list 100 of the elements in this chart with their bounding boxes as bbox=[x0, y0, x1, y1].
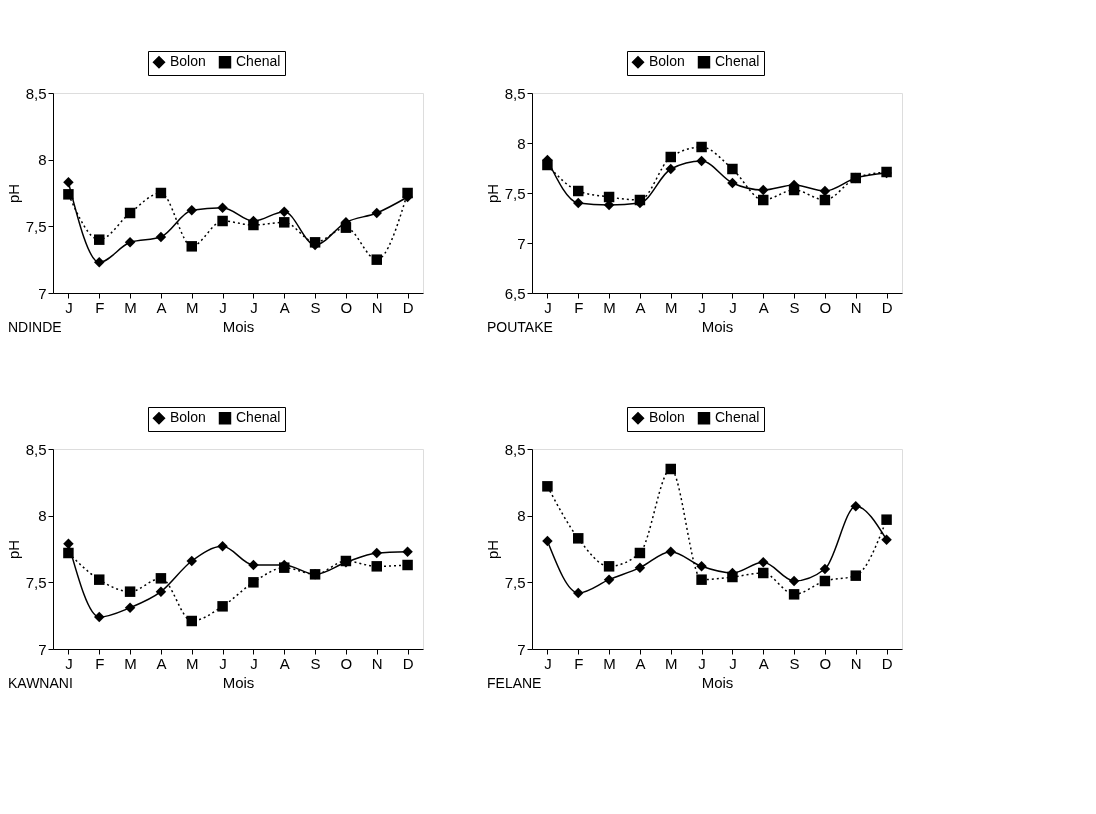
x-tick-label: J bbox=[219, 654, 227, 672]
point bbox=[788, 184, 800, 196]
x-tick-label: F bbox=[95, 298, 105, 316]
y-axis-title: pH bbox=[483, 539, 501, 560]
legend-label: Bolon bbox=[170, 409, 206, 426]
point bbox=[371, 561, 382, 572]
text: KAWNANI bbox=[8, 675, 73, 691]
point bbox=[124, 586, 136, 597]
x-tick-label: M bbox=[665, 654, 678, 672]
point bbox=[371, 207, 382, 219]
point bbox=[727, 163, 738, 175]
y-tick-label: 8,5 bbox=[25, 84, 47, 102]
y-tick-label: 8 bbox=[38, 151, 47, 169]
point bbox=[279, 206, 290, 217]
x-tick-label: N bbox=[850, 298, 862, 316]
y-tick-label: 7,5 bbox=[504, 573, 526, 591]
point bbox=[665, 163, 676, 175]
x-tick-label: N bbox=[371, 654, 383, 672]
x-tick-label: A bbox=[758, 654, 769, 672]
point bbox=[758, 557, 769, 568]
point bbox=[94, 611, 105, 623]
x-tick-label: O bbox=[340, 654, 353, 672]
x-tick-label: N bbox=[371, 298, 383, 316]
point bbox=[217, 601, 228, 612]
point bbox=[819, 194, 831, 206]
point bbox=[696, 574, 707, 585]
x-tick-label: J bbox=[65, 654, 73, 672]
x-tick-label: A bbox=[635, 654, 646, 672]
point bbox=[542, 481, 553, 492]
x-tick-label: M bbox=[186, 654, 199, 672]
legend-label: Bolon bbox=[649, 409, 685, 426]
point bbox=[94, 257, 105, 268]
point bbox=[819, 563, 831, 575]
x-tick-label: D bbox=[881, 654, 893, 672]
point bbox=[696, 141, 707, 153]
point bbox=[155, 187, 167, 199]
y-axis-title: pH bbox=[4, 539, 22, 560]
point bbox=[850, 501, 861, 512]
x-tick-label: A bbox=[758, 298, 769, 316]
point bbox=[63, 538, 74, 549]
point bbox=[696, 155, 707, 167]
text: NDINDE bbox=[8, 319, 62, 335]
point bbox=[217, 215, 228, 227]
y-tick-label: 7 bbox=[517, 234, 526, 252]
y-tick-label: 8 bbox=[38, 507, 47, 525]
x-tick-label: D bbox=[881, 298, 893, 316]
legend-label: Bolon bbox=[170, 53, 206, 70]
point bbox=[309, 569, 321, 580]
text: POUTAKE bbox=[487, 319, 553, 335]
x-tick-label: M bbox=[603, 298, 616, 316]
point bbox=[788, 589, 800, 600]
point bbox=[248, 559, 259, 571]
point bbox=[819, 575, 831, 587]
point bbox=[124, 237, 136, 248]
x-axis-title: Mois bbox=[222, 317, 255, 335]
x-tick-label: O bbox=[340, 298, 353, 316]
point bbox=[573, 587, 584, 599]
x-tick-label: J bbox=[544, 654, 552, 672]
point bbox=[634, 547, 646, 559]
legend-label: Chenal bbox=[236, 53, 281, 70]
x-tick-label: J bbox=[250, 298, 258, 316]
point bbox=[155, 573, 167, 584]
x-tick-label: A bbox=[156, 298, 167, 316]
y-tick-label: 7 bbox=[517, 640, 526, 658]
point bbox=[573, 185, 584, 197]
point bbox=[603, 574, 615, 585]
point bbox=[217, 202, 228, 213]
x-tick-label: F bbox=[574, 654, 584, 672]
point bbox=[573, 533, 584, 544]
x-tick-label: M bbox=[186, 298, 199, 316]
x-axis-title: Mois bbox=[701, 673, 734, 691]
x-tick-label: J bbox=[250, 654, 258, 672]
y-tick-label: 8 bbox=[517, 134, 526, 152]
x-tick-label: M bbox=[603, 654, 616, 672]
point bbox=[63, 189, 74, 200]
y-tick-label: 8,5 bbox=[25, 440, 47, 458]
point bbox=[542, 535, 553, 547]
point bbox=[371, 254, 382, 265]
x-tick-label: J bbox=[729, 654, 737, 672]
point bbox=[124, 602, 136, 613]
x-tick-label: J bbox=[65, 298, 73, 316]
text: FELANE bbox=[487, 675, 542, 691]
point bbox=[94, 574, 105, 585]
point bbox=[573, 197, 584, 209]
x-tick-label: J bbox=[219, 298, 227, 316]
point bbox=[63, 177, 74, 188]
x-tick-label: S bbox=[789, 654, 800, 672]
legend-label: Chenal bbox=[715, 409, 760, 426]
point bbox=[665, 463, 676, 475]
legend-label: Chenal bbox=[715, 53, 760, 70]
y-axis-title: pH bbox=[483, 183, 501, 204]
x-tick-label: M bbox=[124, 654, 137, 672]
x-tick-label: F bbox=[574, 298, 584, 316]
x-tick-label: F bbox=[95, 654, 105, 672]
legend-label: Bolon bbox=[649, 53, 685, 70]
point bbox=[727, 177, 738, 189]
point bbox=[634, 562, 646, 573]
x-tick-label: J bbox=[544, 298, 552, 316]
point bbox=[665, 151, 676, 163]
point bbox=[850, 570, 861, 581]
